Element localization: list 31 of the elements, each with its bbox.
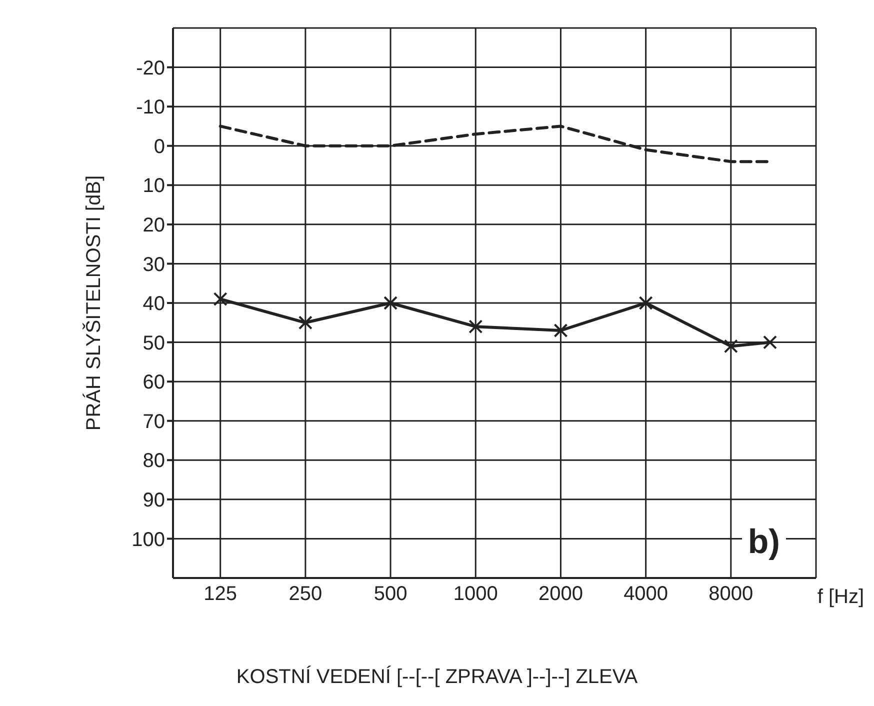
x-tick-label: 4000: [624, 583, 668, 606]
point: [724, 339, 738, 354]
point: [298, 316, 312, 330]
y-tick-label: 50: [142, 332, 165, 354]
x-tick-label: 125: [204, 583, 238, 606]
y-tick-label: 80: [142, 450, 165, 472]
y-axis-title: PRÁH SLYŠITELNOSTI [dB]: [82, 175, 106, 431]
y-tick-label: 20: [142, 214, 165, 237]
x-tick-label: 8000: [708, 583, 754, 606]
x-tick-label: 1000: [453, 583, 498, 606]
y-tick-label: 100: [132, 528, 165, 551]
y-tick-label: 30: [142, 254, 165, 276]
point: [468, 320, 483, 334]
y-tick-label: 0: [154, 136, 165, 158]
y-tick-label: 70: [142, 410, 165, 433]
y-tick-label: -10: [136, 96, 165, 119]
text: KOSTNÍ VEDENÍ [--[--[ ZPRAVA ]--]--] ZLEVA: [235, 666, 639, 689]
y-tick-label: 90: [142, 490, 165, 512]
x-tick-label: 2000: [538, 583, 583, 606]
y-tick-label: -20: [136, 57, 165, 80]
annotation: b): [742, 523, 786, 562]
y-tick-label: 40: [142, 293, 165, 316]
x-axis-title: f [Hz]: [817, 586, 864, 609]
point: [213, 292, 228, 306]
point: [638, 296, 653, 310]
y-tick-label: 10: [142, 175, 165, 198]
x-tick-label: 500: [374, 583, 408, 606]
point: [554, 324, 568, 338]
x-tick-label: 250: [288, 583, 322, 606]
point: [384, 296, 398, 310]
y-tick-label: 60: [142, 372, 165, 394]
